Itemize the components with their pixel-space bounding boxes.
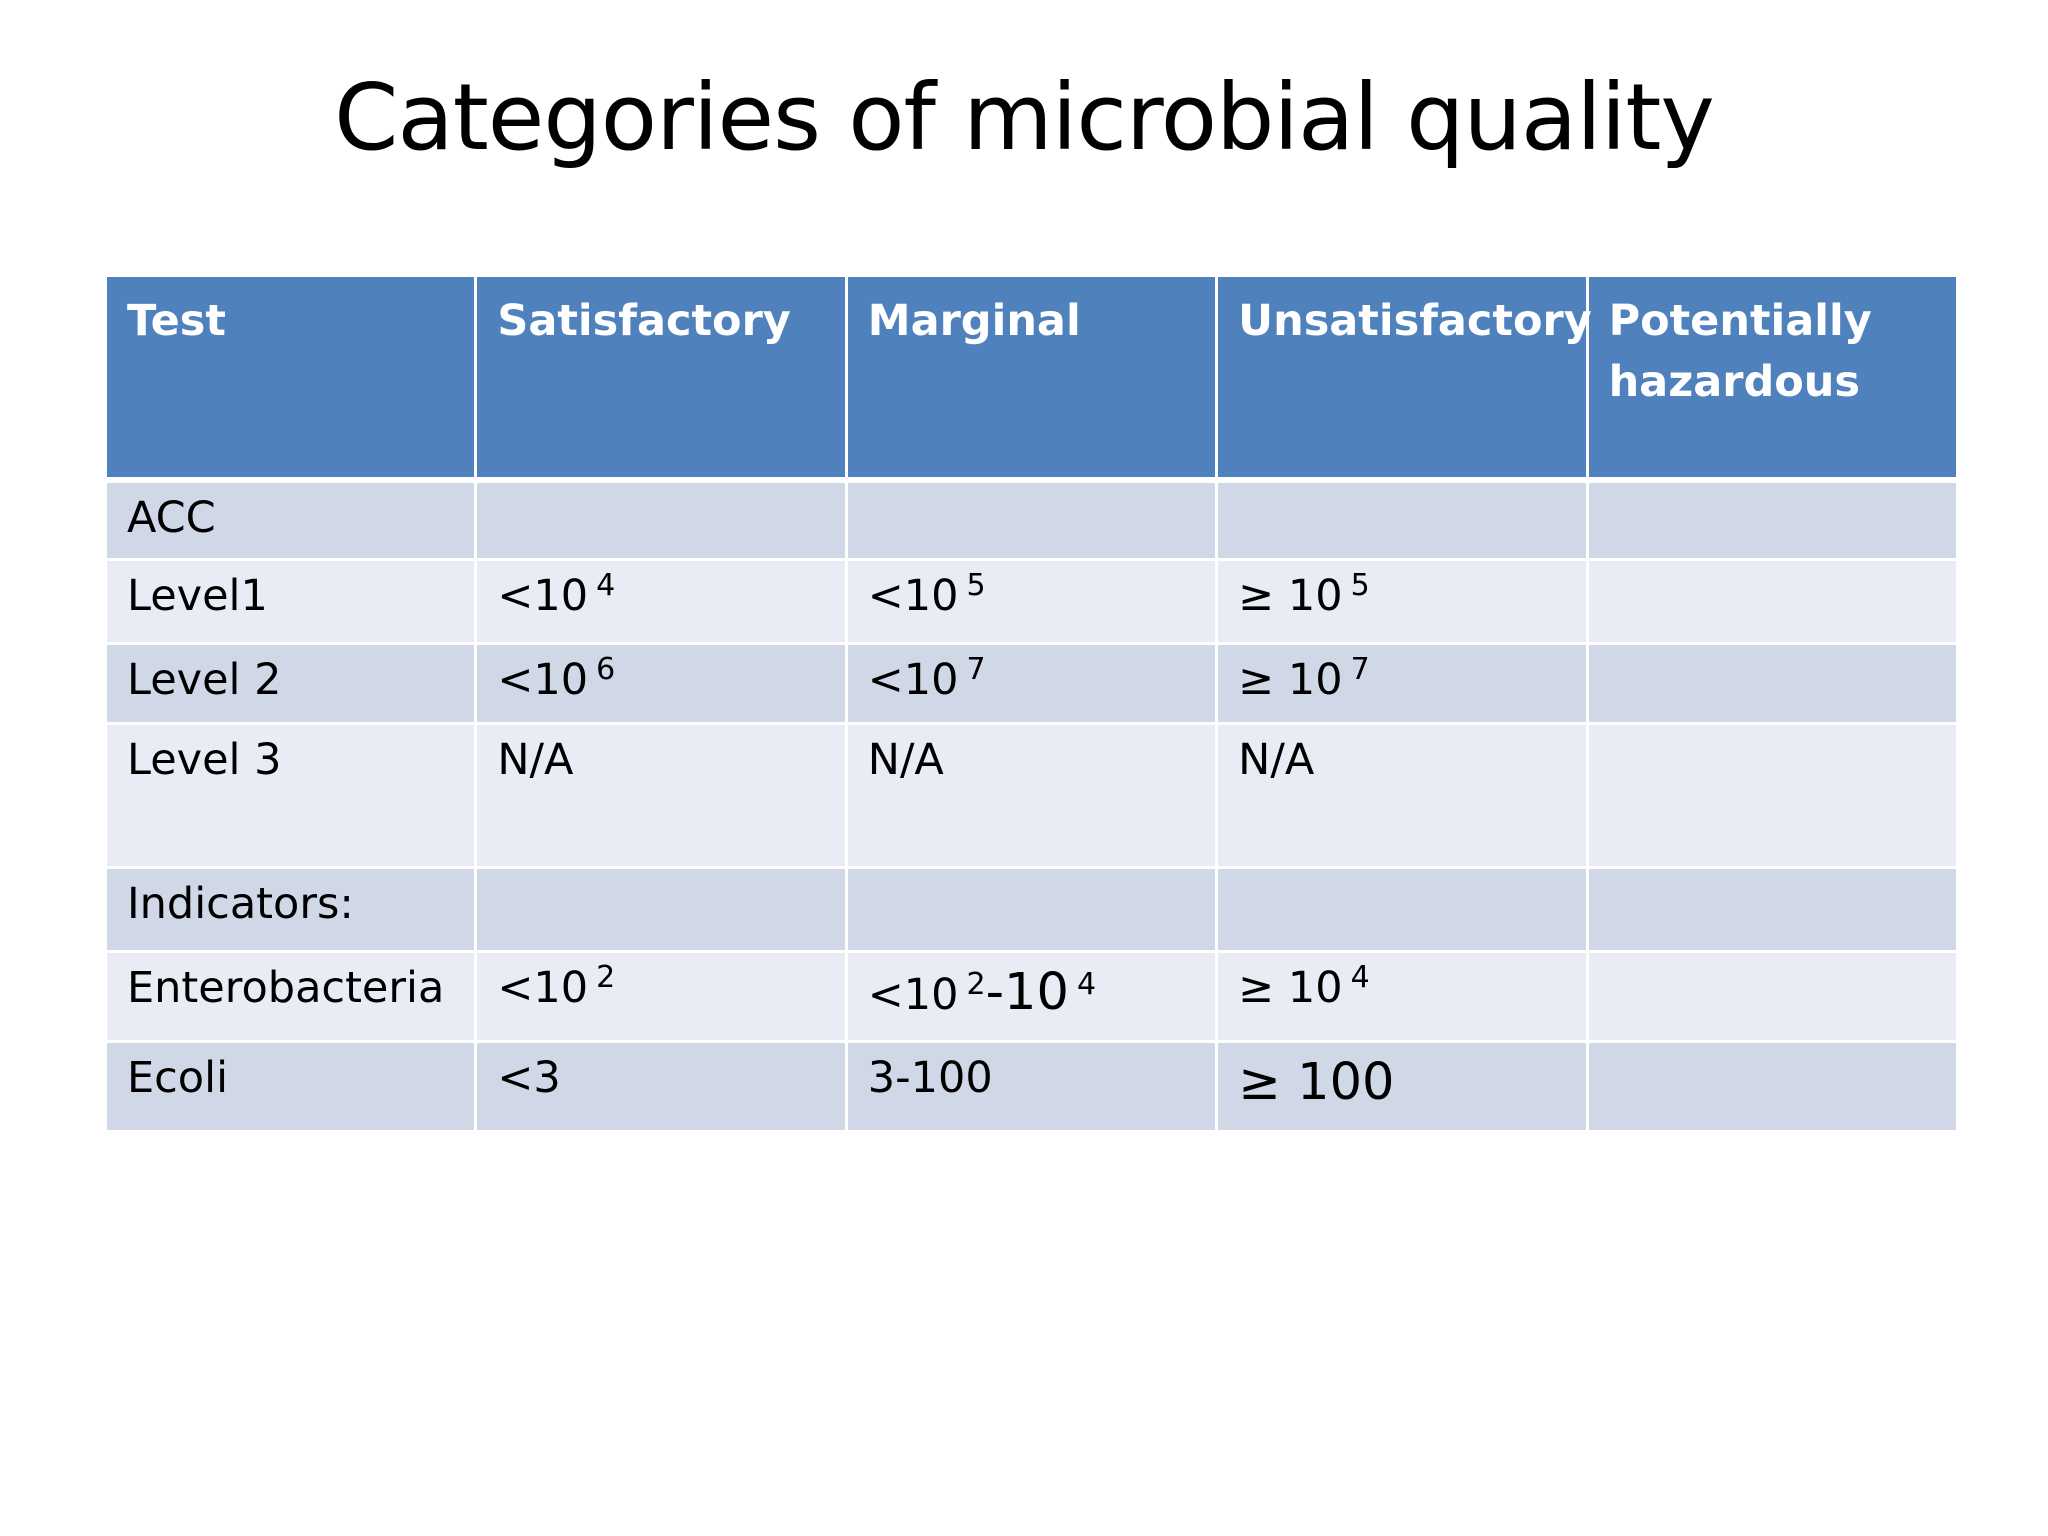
cell-test: Level 2 — [103, 642, 478, 725]
cell-marginal: <10 5 — [844, 558, 1219, 645]
cell-unsatisfactory: ≥ 10 7 — [1215, 642, 1589, 725]
value-base: <10 — [497, 655, 589, 705]
cell-hazardous — [1585, 558, 1959, 645]
cell-unsatisfactory: N/A — [1215, 722, 1589, 869]
cell-satisfactory: <3 — [474, 1040, 848, 1133]
value-exponent: 2 — [966, 966, 986, 1002]
cell-hazardous — [1585, 722, 1959, 869]
cell-marginal — [844, 478, 1219, 561]
header-satisfactory: Satisfactory — [474, 274, 848, 481]
value-base: ≥ 10 — [1238, 963, 1343, 1013]
value-base: ≥ 100 — [1238, 1053, 1395, 1112]
cell-marginal: <10 2-10 4 — [844, 950, 1219, 1043]
cell-unsatisfactory — [1215, 866, 1589, 953]
cell-test: Enterobacteria — [103, 950, 478, 1043]
cell-unsatisfactory: ≥ 10 4 — [1215, 950, 1589, 1043]
value-base: <10 — [867, 571, 959, 621]
cell-satisfactory — [474, 478, 848, 561]
value-base: ≥ 10 — [1238, 655, 1343, 705]
value-exponent: 5 — [966, 567, 986, 603]
header-test: Test — [103, 274, 478, 481]
table-row: Level1 <10 4 <10 5 ≥ 10 5 — [103, 558, 1959, 645]
slide-title: Categories of microbial quality — [334, 64, 1715, 171]
cell-hazardous — [1585, 478, 1959, 561]
value-exponent: 5 — [1350, 567, 1370, 603]
value-exponent: 7 — [1350, 651, 1370, 687]
cell-unsatisfactory — [1215, 478, 1589, 561]
table-header-row: Test Satisfactory Marginal Unsatisfactor… — [103, 274, 1959, 481]
cell-hazardous — [1585, 950, 1959, 1043]
table-row: Indicators: — [103, 866, 1959, 953]
header-marginal: Marginal — [844, 274, 1219, 481]
table-row: Enterobacteria <10 2 <10 2-10 4 ≥ 10 4 — [103, 950, 1959, 1043]
cell-hazardous — [1585, 866, 1959, 953]
value-base: <10 — [867, 655, 959, 705]
cell-satisfactory: <10 6 — [474, 642, 848, 725]
header-potentially-hazardous: Potentially hazardous — [1585, 274, 1959, 481]
cell-hazardous — [1585, 642, 1959, 725]
table-row: Level 2 <10 6 <10 7 ≥ 10 7 — [103, 642, 1959, 725]
cell-satisfactory: <10 2 — [474, 950, 848, 1043]
quality-table-container: Test Satisfactory Marginal Unsatisfactor… — [103, 274, 1959, 1133]
value-exponent: 6 — [596, 651, 616, 687]
header-unsatisfactory: Unsatisfactory — [1215, 274, 1592, 481]
cell-marginal — [844, 866, 1219, 953]
cell-marginal: N/A — [844, 722, 1219, 869]
cell-test: Level1 — [103, 558, 478, 645]
cell-marginal: 3-100 — [844, 1040, 1219, 1133]
cell-hazardous — [1585, 1040, 1959, 1133]
cell-marginal: <10 7 — [844, 642, 1219, 725]
value-base: <10 — [867, 970, 959, 1020]
cell-satisfactory — [474, 866, 848, 953]
cell-unsatisfactory: ≥ 10 5 — [1215, 558, 1589, 645]
value-exponent: 4 — [1076, 966, 1097, 1002]
table-row: ACC — [103, 478, 1959, 561]
value-exponent: 7 — [966, 651, 986, 687]
value-exponent: 2 — [596, 959, 616, 995]
quality-table: Test Satisfactory Marginal Unsatisfactor… — [103, 274, 1959, 1133]
value-base: <10 — [497, 571, 589, 621]
table-row: Level 3 N/A N/A N/A — [103, 722, 1959, 869]
cell-satisfactory: N/A — [474, 722, 848, 869]
value-base: <10 — [497, 963, 589, 1013]
cell-unsatisfactory: ≥ 100 — [1215, 1040, 1589, 1133]
cell-satisfactory: <10 4 — [474, 558, 848, 645]
cell-test: Level 3 — [103, 722, 478, 869]
cell-test: Indicators: — [103, 866, 478, 953]
value-range-end: -10 — [985, 963, 1069, 1022]
value-exponent: 4 — [596, 567, 616, 603]
cell-test: Ecoli — [103, 1040, 478, 1133]
cell-test: ACC — [103, 478, 478, 561]
value-base: ≥ 10 — [1238, 571, 1343, 621]
value-exponent: 4 — [1350, 959, 1370, 995]
table-row: Ecoli <3 3-100 ≥ 100 — [103, 1040, 1959, 1133]
